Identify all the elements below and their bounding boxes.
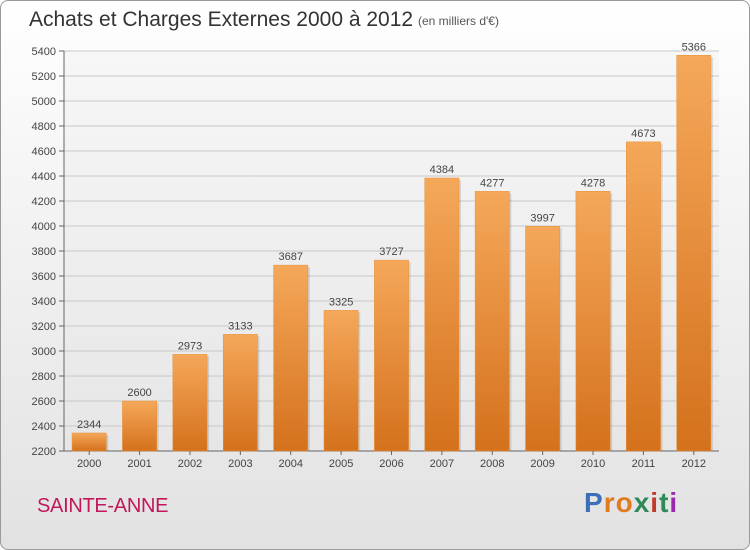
bar-value-label: 4278 [581, 177, 605, 189]
bar-value-label: 3997 [530, 212, 554, 224]
y-tick-label: 2200 [32, 446, 56, 458]
bar [273, 264, 309, 452]
bar-value-label: 3133 [228, 320, 252, 332]
y-tick-label: 3400 [32, 296, 56, 308]
y-tick-label: 2600 [32, 396, 56, 408]
x-tick-label: 2002 [178, 458, 202, 470]
y-tick-label: 3200 [32, 321, 56, 333]
bar [575, 191, 611, 452]
y-tick-label: 5200 [32, 71, 56, 83]
y-tick-label: 4800 [32, 121, 56, 133]
chart-subtitle: (en milliers d'€) [418, 14, 499, 28]
x-tick-label: 2009 [530, 458, 554, 470]
bar-value-label: 2600 [127, 387, 151, 399]
x-tick-label: 2007 [430, 458, 454, 470]
commune-name: SAINTE-ANNE [37, 495, 169, 517]
x-tick-label: 2004 [278, 458, 302, 470]
y-tick-label: 4600 [32, 146, 56, 158]
bar-value-label: 5366 [682, 41, 706, 53]
logo-letter: i [650, 487, 660, 518]
bar [374, 259, 409, 452]
logo-letter: t [659, 487, 670, 518]
x-tick-label: 2006 [379, 458, 403, 470]
bar-value-label: 2344 [77, 419, 101, 431]
bar-value-label: 4384 [430, 164, 454, 176]
bar [122, 400, 157, 452]
bar-value-label: 4673 [631, 128, 655, 140]
bar [172, 354, 208, 452]
y-tick-label: 4000 [32, 221, 56, 233]
bar-value-label: 3325 [329, 296, 353, 308]
bar-value-label: 3727 [379, 246, 403, 258]
y-tick-label: 3600 [32, 271, 56, 283]
y-tick-label: 3800 [32, 246, 56, 258]
x-tick-label: 2001 [127, 458, 151, 470]
logo-letter: r [603, 487, 616, 518]
bar [323, 310, 359, 452]
y-tick-label: 3000 [32, 346, 56, 358]
x-tick-label: 2003 [228, 458, 252, 470]
logo-letter: x [633, 487, 651, 518]
chart-title: Achats et Charges Externes 2000 à 2012 [29, 8, 414, 31]
bar [676, 55, 712, 452]
y-tick-label: 4200 [32, 196, 56, 208]
x-tick-label: 2000 [77, 458, 101, 470]
bar [424, 177, 460, 452]
y-tick-label: 4400 [32, 171, 56, 183]
logo-letter: i [669, 487, 679, 518]
logo-letter: o [615, 487, 634, 518]
bar [525, 226, 561, 452]
bar [626, 141, 661, 452]
x-tick-label: 2005 [329, 458, 353, 470]
bar-value-label: 2973 [178, 340, 202, 352]
bar-value-label: 3687 [278, 251, 302, 263]
y-tick-label: 2800 [32, 371, 56, 383]
bar [71, 432, 107, 452]
y-tick-label: 5000 [32, 96, 56, 108]
bar [474, 191, 510, 452]
x-tick-label: 2008 [480, 458, 504, 470]
y-tick-label: 5400 [32, 46, 56, 58]
y-tick-label: 2400 [32, 421, 56, 433]
proxiti-logo: Proxiti [584, 487, 678, 519]
x-tick-label: 2011 [632, 458, 656, 470]
x-tick-label: 2012 [682, 458, 706, 470]
bar-value-label: 4277 [480, 177, 504, 189]
logo-letter: P [584, 487, 604, 518]
x-tick-label: 2010 [581, 458, 605, 470]
bar [222, 334, 258, 452]
